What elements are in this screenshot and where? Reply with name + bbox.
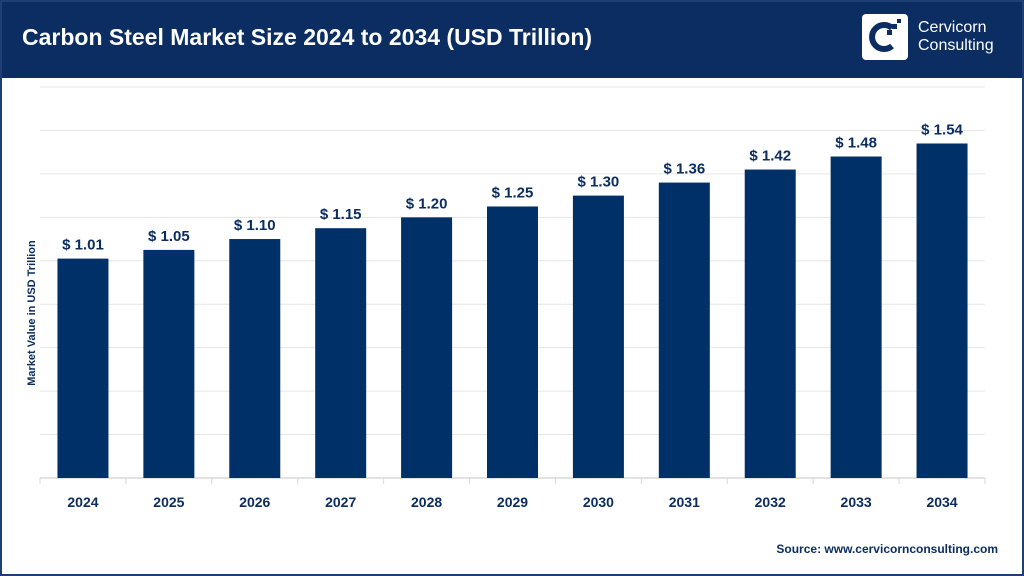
data-label: $ 1.10 (234, 217, 276, 234)
x-tick-label: 2033 (841, 494, 872, 510)
data-label: $ 1.48 (835, 135, 877, 152)
x-tick-label: 2032 (755, 494, 786, 510)
company-logo: Cervicorn Consulting (862, 14, 994, 60)
bar-2029 (487, 206, 538, 478)
bar-2028 (401, 217, 453, 479)
data-label: $ 1.36 (663, 161, 705, 178)
bar-2030 (572, 195, 624, 478)
logo-text-line1: Cervicorn (918, 19, 987, 36)
logo-mark-icon (862, 14, 908, 60)
bar-2034 (916, 143, 968, 478)
header-banner: Carbon Steel Market Size 2024 to 2034 (U… (0, 0, 1024, 78)
bar-2032 (744, 169, 796, 479)
x-tick-label: 2031 (669, 494, 700, 510)
data-label: $ 1.54 (921, 121, 963, 138)
data-label: $ 1.25 (492, 184, 534, 201)
x-tick-label: 2025 (153, 494, 184, 510)
bar-2026 (229, 239, 281, 478)
bar-2033 (830, 156, 882, 478)
data-label: $ 1.42 (749, 148, 791, 165)
bar-2025 (143, 249, 195, 478)
bar-2024 (57, 258, 109, 478)
x-tick-label: 2026 (239, 494, 270, 510)
x-tick-label: 2034 (926, 494, 957, 510)
x-tick-label: 2028 (411, 494, 442, 510)
source-text: Source: www.cervicornconsulting.com (776, 542, 998, 556)
x-tick-label: 2030 (583, 494, 614, 510)
data-label: $ 1.15 (320, 206, 362, 223)
x-tick-label: 2029 (497, 494, 528, 510)
x-tick-label: 2024 (67, 494, 98, 510)
data-label: $ 1.30 (578, 174, 620, 191)
data-label: $ 1.01 (62, 237, 104, 254)
bar-2031 (658, 182, 710, 479)
data-label: $ 1.20 (406, 195, 448, 212)
x-tick-label: 2027 (325, 494, 356, 510)
logo-text-line2: Consulting (918, 37, 994, 54)
data-label: $ 1.05 (148, 228, 190, 245)
bar-2027 (315, 228, 367, 478)
chart-title: Carbon Steel Market Size 2024 to 2034 (U… (22, 24, 593, 50)
